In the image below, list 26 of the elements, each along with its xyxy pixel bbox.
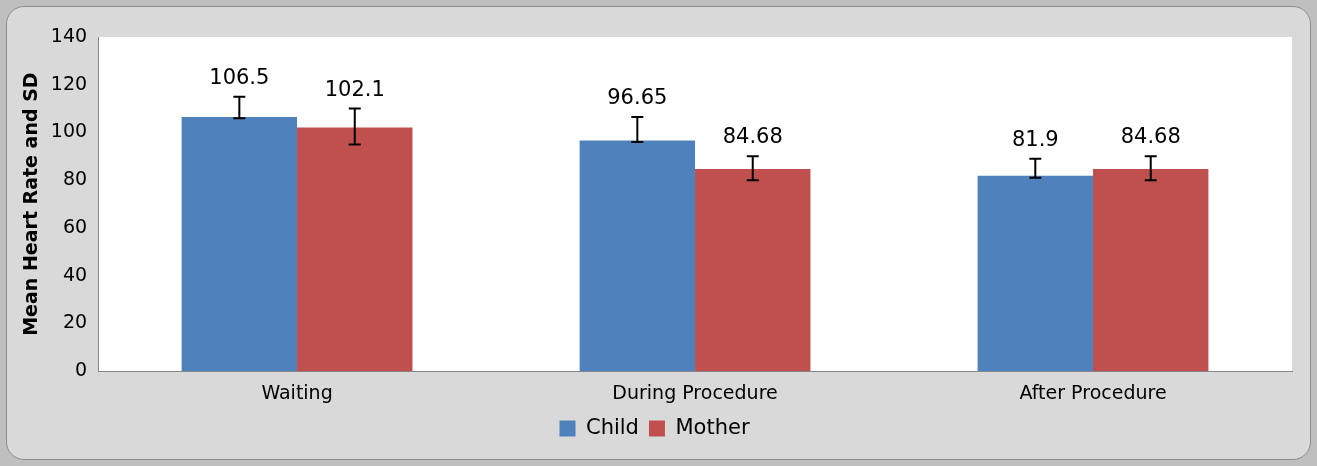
- data-label: 106.5: [209, 64, 270, 89]
- y-tick-label: 0: [74, 358, 88, 381]
- y-tick-label: 100: [50, 119, 88, 142]
- x-tick-label: Waiting: [261, 380, 333, 403]
- y-tick-label: 40: [62, 262, 88, 285]
- y-tick-label: 80: [62, 167, 88, 190]
- x-tick-label: During Procedure: [612, 380, 778, 403]
- y-tick-label: 60: [62, 214, 88, 237]
- data-label: 84.68: [722, 124, 783, 149]
- bar: [695, 169, 811, 372]
- y-axis-title: Mean Heart Rate and SD: [19, 72, 42, 336]
- data-label: 102.1: [324, 76, 385, 101]
- x-tick-label: After Procedure: [1019, 380, 1167, 403]
- legend-label: Mother: [675, 414, 750, 439]
- bar: [1093, 169, 1209, 372]
- data-label: 81.9: [1011, 126, 1059, 151]
- bar: [181, 116, 298, 372]
- bar: [977, 175, 1094, 372]
- y-tick-label: 120: [50, 71, 88, 94]
- data-label: 84.68: [1120, 124, 1181, 149]
- data-label: 96.65: [607, 84, 668, 109]
- bar: [579, 140, 696, 372]
- bar: [297, 127, 413, 372]
- legend-label: Child: [585, 414, 639, 439]
- y-tick-label: 140: [50, 23, 88, 46]
- y-tick-label: 20: [62, 310, 88, 333]
